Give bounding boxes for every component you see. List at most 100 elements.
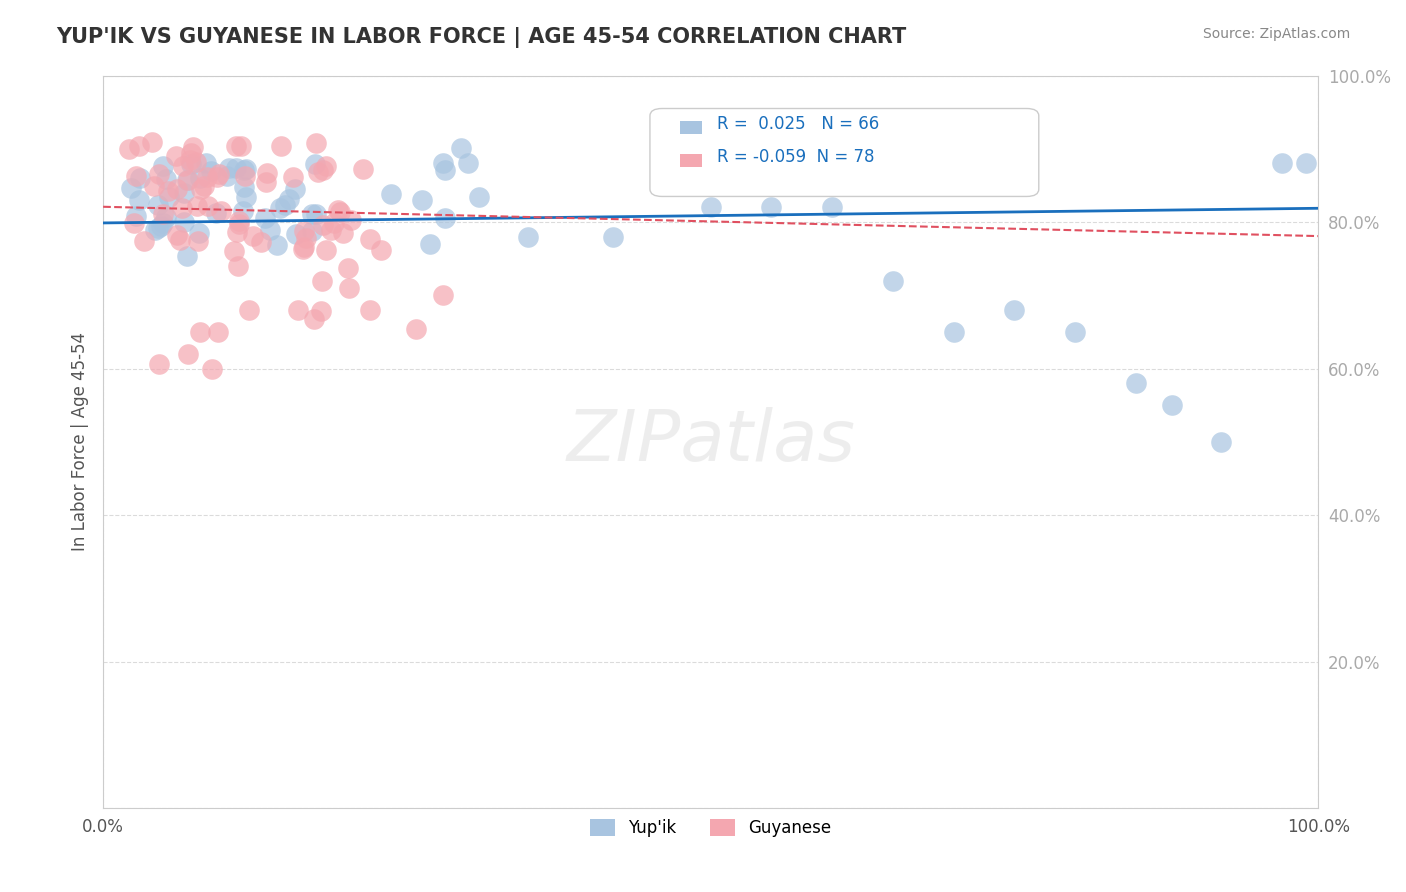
Point	[195, 155, 218, 169]
Point	[146, 220, 169, 235]
Point	[882, 274, 904, 288]
Point	[319, 222, 342, 236]
Point	[457, 156, 479, 170]
Point	[370, 244, 392, 258]
Point	[233, 163, 256, 178]
Point	[337, 281, 360, 295]
Point	[143, 223, 166, 237]
Point	[301, 224, 323, 238]
Point	[129, 171, 152, 186]
Point	[232, 203, 254, 218]
Point	[173, 215, 195, 229]
Point	[254, 175, 277, 189]
Point	[152, 159, 174, 173]
Point	[208, 167, 231, 181]
Text: R = -0.059  N = 78: R = -0.059 N = 78	[717, 148, 875, 166]
Point	[169, 233, 191, 247]
Point	[302, 311, 325, 326]
Point	[1295, 156, 1317, 170]
Point	[292, 240, 315, 254]
Point	[124, 169, 146, 183]
Point	[188, 325, 211, 339]
Point	[176, 173, 198, 187]
Point	[157, 190, 180, 204]
Point	[311, 274, 333, 288]
Point	[225, 161, 247, 175]
Point	[166, 181, 188, 195]
Point	[187, 234, 209, 248]
Point	[249, 235, 271, 249]
Point	[305, 136, 328, 150]
Point	[304, 157, 326, 171]
Point	[177, 173, 200, 187]
Point	[235, 190, 257, 204]
Point	[228, 214, 250, 228]
Point	[218, 161, 240, 175]
Point	[195, 170, 218, 185]
Point	[315, 244, 337, 258]
Point	[181, 140, 204, 154]
Point	[224, 244, 246, 258]
Point	[329, 204, 352, 219]
Point	[315, 159, 337, 173]
Point	[242, 229, 264, 244]
Point	[200, 164, 222, 178]
Point	[186, 155, 208, 169]
Point	[332, 226, 354, 240]
Point	[307, 165, 329, 179]
Point	[125, 209, 148, 223]
Point	[146, 197, 169, 211]
Point	[259, 222, 281, 236]
Point	[287, 303, 309, 318]
Point	[148, 357, 170, 371]
Point	[602, 229, 624, 244]
Point	[467, 190, 489, 204]
Point	[284, 227, 307, 242]
Point	[1271, 156, 1294, 170]
Point	[141, 135, 163, 149]
Point	[172, 159, 194, 173]
Point	[380, 186, 402, 201]
Point	[254, 211, 277, 225]
Point	[235, 169, 257, 183]
Text: YUP'IK VS GUYANESE IN LABOR FORCE | AGE 45-54 CORRELATION CHART: YUP'IK VS GUYANESE IN LABOR FORCE | AGE …	[56, 27, 907, 48]
Point	[197, 198, 219, 212]
Point	[186, 199, 208, 213]
Point	[165, 148, 187, 162]
Point	[201, 361, 224, 376]
Point	[226, 226, 249, 240]
Point	[228, 217, 250, 231]
Point	[120, 181, 142, 195]
Point	[148, 167, 170, 181]
Point	[269, 201, 291, 215]
Point	[180, 157, 202, 171]
Point	[432, 288, 454, 302]
Point	[278, 192, 301, 206]
Point	[699, 201, 721, 215]
Point	[405, 321, 427, 335]
Point	[292, 224, 315, 238]
Point	[281, 170, 304, 185]
Point	[155, 210, 177, 224]
Text: ZIPatlas: ZIPatlas	[567, 408, 855, 476]
Point	[149, 219, 172, 234]
Point	[128, 139, 150, 153]
Point	[207, 326, 229, 340]
Point	[1209, 434, 1232, 449]
Point	[166, 228, 188, 243]
Point	[326, 203, 349, 218]
Point	[232, 179, 254, 194]
Point	[322, 216, 344, 230]
Point	[312, 163, 335, 178]
Point	[337, 260, 360, 275]
Point	[434, 162, 457, 177]
Point	[1064, 325, 1087, 339]
Point	[118, 142, 141, 156]
Point	[411, 193, 433, 207]
Point	[419, 236, 441, 251]
Point	[359, 232, 381, 246]
Point	[134, 234, 156, 248]
Point	[434, 211, 457, 226]
Point	[173, 186, 195, 200]
Point	[761, 201, 783, 215]
